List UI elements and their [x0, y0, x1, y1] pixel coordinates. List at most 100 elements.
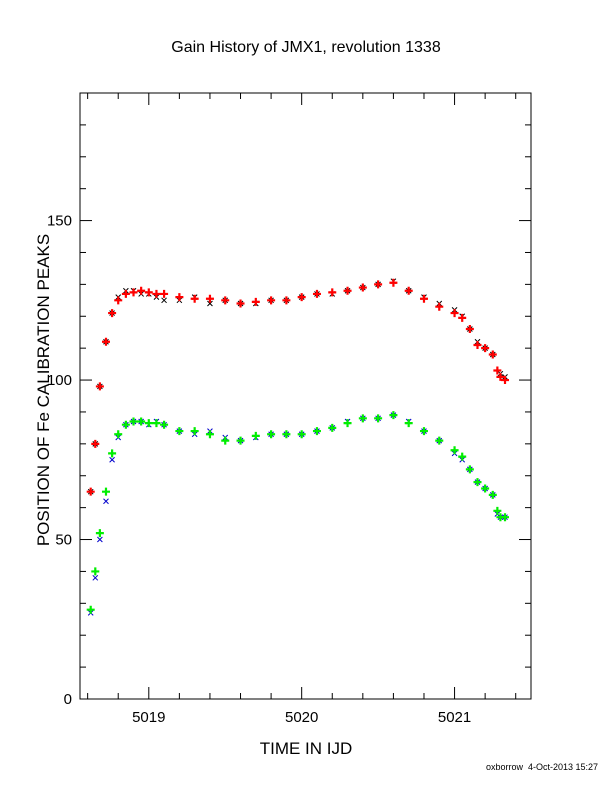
data-point: [297, 430, 306, 439]
data-point: [343, 419, 352, 428]
footer-timestamp: 4-Oct-2013 15:27: [528, 762, 598, 772]
footer-credit: oxborrow 4-Oct-2013 15:27: [486, 762, 598, 772]
data-point: [137, 417, 146, 426]
data-point: [374, 414, 383, 423]
data-point: [501, 513, 510, 522]
data-point: [389, 278, 398, 287]
data-point: [91, 439, 100, 448]
data-point: [175, 293, 184, 302]
data-point: [144, 288, 153, 297]
data-point: [236, 299, 245, 308]
data-point: [458, 452, 467, 461]
data-point: [92, 574, 99, 581]
data-point: [496, 372, 505, 381]
data-point: [121, 289, 130, 298]
data-point: [86, 487, 95, 496]
y-tick-label: 100: [47, 372, 72, 389]
footer-author: oxborrow: [486, 762, 524, 772]
data-point: [221, 296, 230, 305]
data-point: [152, 419, 161, 428]
x-tick-label: 5021: [438, 709, 471, 726]
data-point: [501, 376, 510, 385]
series-1: [87, 278, 508, 495]
data-point: [95, 529, 104, 538]
data-point: [458, 313, 467, 322]
series-2: [86, 278, 510, 496]
data-point: [205, 294, 214, 303]
data-point: [221, 436, 230, 445]
data-point: [473, 478, 482, 487]
data-point: [312, 289, 321, 298]
data-point: [121, 420, 130, 429]
data-point: [473, 340, 482, 349]
data-point: [160, 289, 169, 298]
data-point: [282, 430, 291, 439]
data-point: [190, 427, 199, 436]
plot-frame: [79, 92, 532, 700]
y-axis: 0 50 100 150: [47, 92, 531, 708]
series-3: [87, 412, 508, 616]
data-point: [488, 350, 497, 359]
data-point: [108, 449, 117, 458]
data-point: [175, 427, 184, 436]
series-4: [86, 411, 510, 614]
data-point: [435, 302, 444, 311]
data-point: [465, 325, 474, 334]
data-point: [129, 417, 138, 426]
x-tick-label: 5019: [132, 709, 165, 726]
data-point: [267, 430, 276, 439]
data-point: [481, 344, 490, 353]
plot-area: [86, 278, 510, 616]
data-point: [312, 427, 321, 436]
data-point: [114, 430, 123, 439]
data-point: [282, 296, 291, 305]
y-tick-label: 50: [55, 532, 72, 549]
data-point: [450, 309, 459, 318]
data-point: [103, 498, 109, 505]
data-point: [358, 414, 367, 423]
data-point: [251, 431, 260, 440]
x-axis: 5019 5020 5021: [87, 93, 517, 726]
data-point: [343, 286, 352, 295]
data-point: [450, 446, 459, 455]
data-point: [129, 288, 138, 297]
data-point: [465, 465, 474, 474]
data-point: [137, 286, 146, 295]
data-point: [419, 427, 428, 436]
data-point: [435, 436, 444, 445]
data-point: [161, 297, 167, 304]
data-point: [95, 382, 104, 391]
data-point: [109, 456, 115, 463]
data-point: [389, 411, 398, 420]
data-point: [91, 567, 100, 576]
data-point: [108, 309, 117, 318]
data-point: [101, 337, 110, 346]
y-tick-label: 150: [47, 213, 72, 230]
data-point: [267, 296, 276, 305]
data-point: [404, 286, 413, 295]
data-point: [144, 419, 153, 428]
data-point: [236, 436, 245, 445]
data-point: [160, 420, 169, 429]
data-point: [374, 280, 383, 289]
data-point: [328, 423, 337, 432]
y-tick-label: 0: [64, 691, 72, 708]
x-tick-label: 5020: [285, 709, 318, 726]
data-point: [152, 289, 161, 298]
data-point: [488, 490, 497, 499]
data-point: [493, 366, 502, 375]
data-point: [358, 283, 367, 292]
data-point: [101, 487, 110, 496]
data-point: [114, 296, 123, 305]
data-point: [419, 294, 428, 303]
data-point: [493, 506, 502, 515]
data-point: [97, 536, 103, 543]
data-point: [297, 293, 306, 302]
x-axis-label: TIME IN IJD: [260, 739, 353, 758]
data-point: [207, 300, 213, 307]
data-point: [251, 297, 260, 306]
data-point: [328, 288, 337, 297]
data-point: [205, 430, 214, 439]
data-point: [190, 294, 199, 303]
